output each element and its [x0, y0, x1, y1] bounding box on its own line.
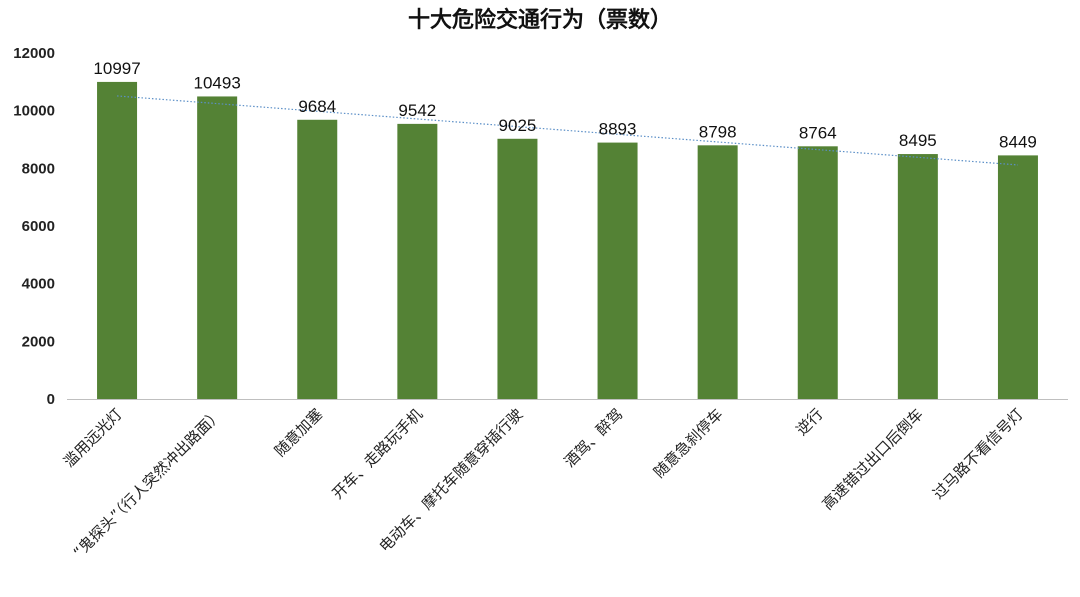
- data-label: 10493: [194, 73, 241, 92]
- x-tick-label: 高速错过出口后倒车: [818, 405, 926, 513]
- data-label: 9025: [499, 116, 537, 135]
- bar: [797, 146, 838, 399]
- x-tick-label: 开车、走路玩手机: [329, 405, 427, 503]
- y-tick-label: 4000: [22, 276, 55, 293]
- bar-series: [97, 81, 1038, 400]
- data-label: 9542: [398, 101, 436, 120]
- data-label: 9684: [298, 97, 336, 116]
- x-tick-label: 过马路不看信号灯: [929, 405, 1027, 503]
- data-label: 8764: [799, 123, 837, 142]
- x-tick-label: 随意加塞: [271, 405, 326, 460]
- bar: [297, 119, 338, 399]
- data-label: 8798: [699, 122, 737, 141]
- x-tick-label: 逆行: [793, 405, 827, 439]
- x-tick-label: 酒驾、醉驾: [561, 405, 627, 471]
- data-label: 8449: [999, 132, 1037, 151]
- y-axis: 0 2000 4000 6000 8000 10000 12000: [13, 45, 55, 408]
- bar: [197, 96, 238, 399]
- trendline-layer: [117, 95, 1018, 166]
- data-label: 10997: [93, 59, 140, 78]
- y-tick-label: 10000: [13, 103, 55, 120]
- bar: [897, 154, 938, 399]
- trendline: [117, 95, 1018, 166]
- y-tick-label: 0: [47, 391, 55, 408]
- x-tick-label: 随意急刹停车: [650, 405, 726, 481]
- bar: [97, 81, 138, 399]
- x-tick-label: 滥用远光灯: [60, 405, 126, 471]
- bar: [697, 145, 738, 399]
- bar: [497, 138, 538, 399]
- y-tick-label: 6000: [22, 218, 55, 235]
- bar: [597, 142, 638, 400]
- bar: [397, 123, 438, 400]
- bar: [997, 155, 1038, 399]
- x-axis: 滥用远光灯“鬼探头”（行人突然冲出路面） 随意加塞 开车、走路玩手机电动车、摩托车随…: [60, 399, 1068, 561]
- data-label: 8893: [599, 120, 637, 139]
- data-label: 8495: [899, 131, 937, 150]
- y-tick-label: 12000: [13, 45, 55, 62]
- y-tick-label: 8000: [22, 160, 55, 177]
- y-tick-label: 2000: [22, 333, 55, 350]
- data-labels: 10997 10493 9684 9542 9025 8893 8798 8764 8495 84…: [93, 59, 1036, 151]
- chart-title: 十大危险交通行为（票数）: [408, 7, 672, 33]
